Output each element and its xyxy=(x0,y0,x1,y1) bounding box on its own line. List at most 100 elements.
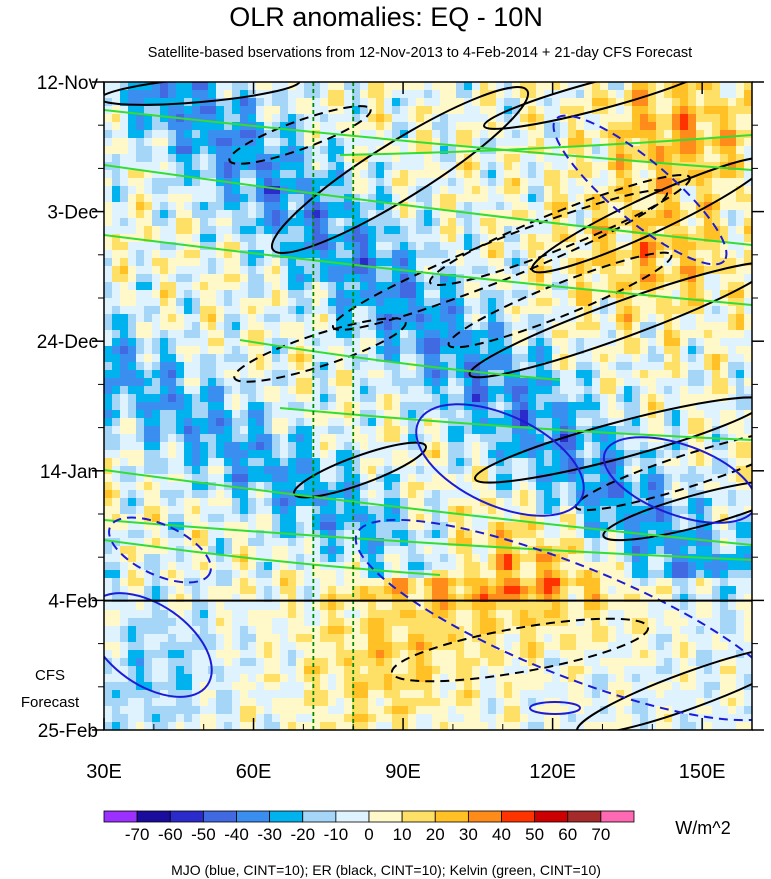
field-cell xyxy=(200,90,209,99)
field-cell xyxy=(544,338,553,347)
field-cell xyxy=(136,506,145,515)
field-cell xyxy=(744,522,752,531)
field-cell xyxy=(520,242,529,251)
field-cell xyxy=(256,306,265,315)
field-cell xyxy=(632,266,641,275)
field-cell xyxy=(120,434,129,443)
field-cell xyxy=(648,290,657,299)
field-cell xyxy=(256,402,265,411)
field-cell xyxy=(512,130,521,139)
field-cell xyxy=(480,306,489,315)
field-cell xyxy=(592,410,601,419)
field-cell xyxy=(424,554,433,563)
field-cell xyxy=(184,322,193,331)
field-cell xyxy=(504,250,513,259)
field-cell xyxy=(496,434,505,443)
field-cell xyxy=(528,322,537,331)
field-cell xyxy=(688,514,697,523)
field-cell xyxy=(632,114,641,123)
field-cell xyxy=(432,330,441,339)
field-cell xyxy=(304,218,313,227)
field-cell xyxy=(296,218,305,227)
field-cell xyxy=(136,330,145,339)
field-cell xyxy=(384,562,393,571)
field-cell xyxy=(440,298,449,307)
field-cell xyxy=(112,426,121,435)
field-cell xyxy=(416,242,425,251)
field-cell xyxy=(600,130,609,139)
field-cell xyxy=(536,354,545,363)
field-cell xyxy=(376,242,385,251)
field-cell xyxy=(288,434,297,443)
field-cell xyxy=(360,530,369,539)
field-cell xyxy=(456,154,465,163)
field-cell xyxy=(432,202,441,211)
field-cell xyxy=(456,386,465,395)
field-cell xyxy=(744,290,752,299)
field-cell xyxy=(704,394,713,403)
field-cell xyxy=(384,114,393,123)
field-cell xyxy=(328,490,337,499)
field-cell xyxy=(392,146,401,155)
field-cell xyxy=(568,250,577,259)
field-cell xyxy=(552,370,561,379)
field-cell xyxy=(632,322,641,331)
field-cell xyxy=(312,274,321,283)
field-cell xyxy=(568,298,577,307)
field-cell xyxy=(544,450,553,459)
field-cell xyxy=(416,466,425,475)
field-cell xyxy=(360,538,369,547)
field-cell xyxy=(352,402,361,411)
field-cell xyxy=(176,442,185,451)
field-cell xyxy=(584,306,593,315)
field-cell xyxy=(432,482,441,491)
field-cell xyxy=(688,82,697,91)
field-cell xyxy=(376,194,385,203)
field-cell xyxy=(560,346,569,355)
field-cell xyxy=(224,538,233,547)
field-cell xyxy=(472,138,481,147)
field-cell xyxy=(336,330,345,339)
field-cell xyxy=(296,570,305,579)
field-cell xyxy=(360,194,369,203)
field-cell xyxy=(200,218,209,227)
field-cell xyxy=(680,290,689,299)
field-cell xyxy=(280,290,289,299)
field-cell xyxy=(408,154,417,163)
field-cell xyxy=(232,314,241,323)
field-cell xyxy=(152,474,161,483)
field-cell xyxy=(600,514,609,523)
field-cell xyxy=(616,114,625,123)
field-cell xyxy=(592,138,601,147)
field-cell xyxy=(432,426,441,435)
field-cell xyxy=(224,162,233,171)
field-cell xyxy=(200,210,209,219)
field-cell xyxy=(144,82,153,91)
field-cell xyxy=(232,370,241,379)
field-cell xyxy=(344,114,353,123)
field-cell xyxy=(120,418,129,427)
field-cell xyxy=(576,346,585,355)
field-cell xyxy=(192,322,201,331)
field-cell xyxy=(360,330,369,339)
field-cell xyxy=(464,410,473,419)
field-cell xyxy=(704,474,713,483)
field-cell xyxy=(304,82,313,91)
field-cell xyxy=(656,410,665,419)
field-cell xyxy=(368,482,377,491)
field-cell xyxy=(672,146,681,155)
field-cell xyxy=(208,466,217,475)
field-cell xyxy=(536,482,545,491)
field-cell xyxy=(208,554,217,563)
field-cell xyxy=(536,490,545,499)
field-cell xyxy=(736,306,745,315)
field-cell xyxy=(504,202,513,211)
field-cell xyxy=(640,346,649,355)
field-cell xyxy=(592,434,601,443)
field-cell xyxy=(160,498,169,507)
field-cell xyxy=(264,290,273,299)
field-cell xyxy=(736,506,745,515)
field-cell xyxy=(592,98,601,107)
field-cell xyxy=(192,434,201,443)
